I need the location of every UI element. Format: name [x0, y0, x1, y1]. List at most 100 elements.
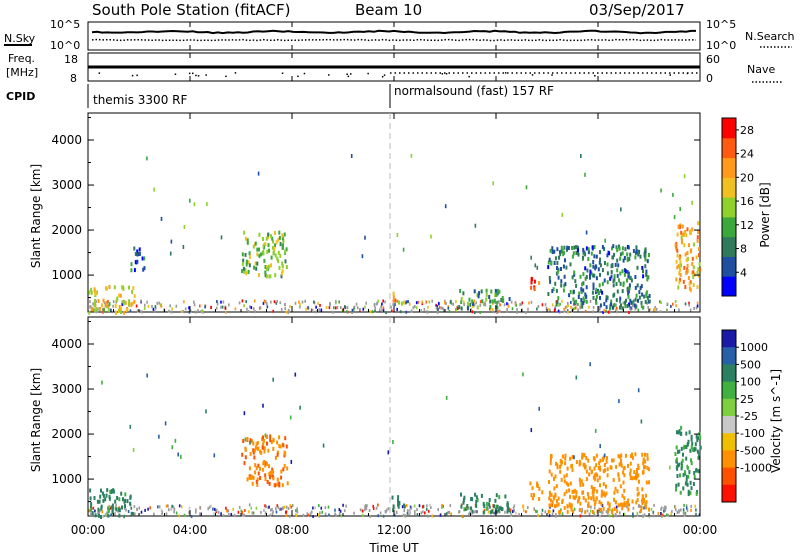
heatmap-cell — [620, 303, 622, 308]
scatter-cell — [420, 309, 423, 313]
heatmap-cell — [635, 249, 638, 254]
heatmap-cell — [674, 452, 677, 456]
scatter-cell — [153, 512, 155, 516]
scatter-cell — [686, 508, 689, 512]
scatter-cell — [134, 512, 136, 516]
scatter-cell — [241, 513, 244, 517]
sparse-echo — [244, 437, 247, 442]
scatter-cell — [547, 307, 549, 311]
heatmap-cell — [559, 252, 562, 257]
scatter-cell — [364, 305, 366, 309]
scatter-cell — [172, 505, 175, 509]
scatter-cell — [406, 511, 409, 515]
heatmap-cell — [686, 227, 689, 232]
heatmap-cell — [269, 438, 272, 443]
heatmap-cell — [629, 298, 632, 303]
heatmap-cell — [617, 454, 620, 459]
heatmap-cell — [630, 300, 633, 305]
heatmap-cell — [690, 458, 692, 463]
scatter-cell — [345, 504, 347, 508]
scatter-cell — [207, 507, 209, 511]
heatmap-cell — [264, 270, 267, 275]
sparse-echo — [146, 156, 148, 161]
noise-right-tick-top: 10^5 — [706, 18, 736, 31]
heatmap-cell — [530, 493, 533, 498]
heatmap-cell — [100, 515, 102, 519]
heatmap-cell — [474, 492, 477, 497]
heatmap-cell — [128, 285, 130, 290]
scatter-cell — [225, 310, 227, 314]
scatter-cell — [259, 306, 262, 310]
sparse-echo — [262, 403, 264, 408]
scatter-cell — [199, 506, 201, 510]
heatmap-cell — [493, 504, 495, 509]
scatter-cell — [285, 510, 288, 514]
noise-right-tick-bottom: 10^0 — [706, 39, 736, 52]
scatter-cell — [194, 310, 197, 314]
heatmap-cell — [533, 493, 535, 497]
heatmap-cell — [678, 256, 681, 261]
scatter-cell — [693, 307, 695, 310]
heatmap-cell — [585, 477, 588, 482]
sparse-echo — [474, 223, 477, 228]
scatter-cell — [567, 301, 569, 305]
scatter-cell — [380, 305, 382, 309]
heatmap-cell — [489, 304, 492, 309]
heatmap-cell — [556, 270, 559, 275]
scatter-cell — [268, 505, 270, 509]
heatmap-cell — [597, 267, 600, 272]
heatmap-cell — [606, 295, 609, 300]
sparse-echo — [206, 202, 208, 207]
heatmap-cell — [619, 252, 622, 257]
heatmap-cell — [244, 267, 247, 272]
scatter-cell — [551, 512, 554, 516]
scatter-cell — [310, 510, 313, 514]
heatmap-cell — [280, 475, 283, 480]
heatmap-cell — [538, 281, 541, 285]
scatter-cell — [307, 513, 310, 517]
scatter-cell — [480, 300, 482, 304]
heatmap-cell — [129, 501, 132, 506]
sparse-echo — [604, 238, 606, 243]
scatter-cell — [241, 510, 243, 514]
scatter-cell — [190, 515, 193, 518]
scatter-cell — [498, 300, 500, 304]
heatmap-cell — [475, 503, 478, 508]
scatter-cell — [552, 509, 555, 513]
heatmap-cell — [685, 475, 688, 479]
noise-sky-label: N.Sky — [4, 32, 36, 45]
heatmap-cell — [488, 498, 491, 502]
heatmap-cell — [584, 276, 587, 281]
scatter-cell — [633, 299, 635, 303]
heatmap-cell — [612, 293, 615, 298]
heatmap-cell — [644, 452, 646, 457]
scatter-cell — [678, 308, 680, 312]
heatmap-cell — [264, 273, 267, 278]
heatmap-cell — [587, 247, 590, 252]
heatmap-cell — [595, 298, 597, 303]
heatmap-cell — [563, 479, 566, 484]
heatmap-cell — [272, 250, 275, 255]
heatmap-cell — [565, 473, 568, 478]
scatter-cell — [551, 303, 554, 307]
heatmap-cell — [470, 497, 473, 501]
heatmap-cell — [628, 302, 630, 307]
heatmap-cell — [683, 265, 686, 270]
heatmap-cell — [123, 499, 126, 504]
heatmap-cell — [568, 293, 571, 298]
heatmap-cell — [639, 254, 642, 259]
scatter-cell — [222, 514, 225, 518]
heatmap-cell — [100, 488, 102, 493]
heatmap-cell — [692, 270, 695, 275]
scatter-cell — [690, 508, 692, 512]
heatmap-cell — [598, 260, 601, 265]
heatmap-cell — [555, 484, 558, 489]
scatter-cell — [415, 306, 418, 310]
heatmap-cell — [111, 489, 114, 493]
heatmap-cell — [688, 243, 690, 248]
sparse-echo — [691, 200, 693, 205]
heatmap-cell — [698, 247, 700, 251]
scatter-cell — [599, 514, 601, 518]
heatmap-cell — [642, 499, 645, 504]
scatter-cell — [577, 303, 579, 306]
